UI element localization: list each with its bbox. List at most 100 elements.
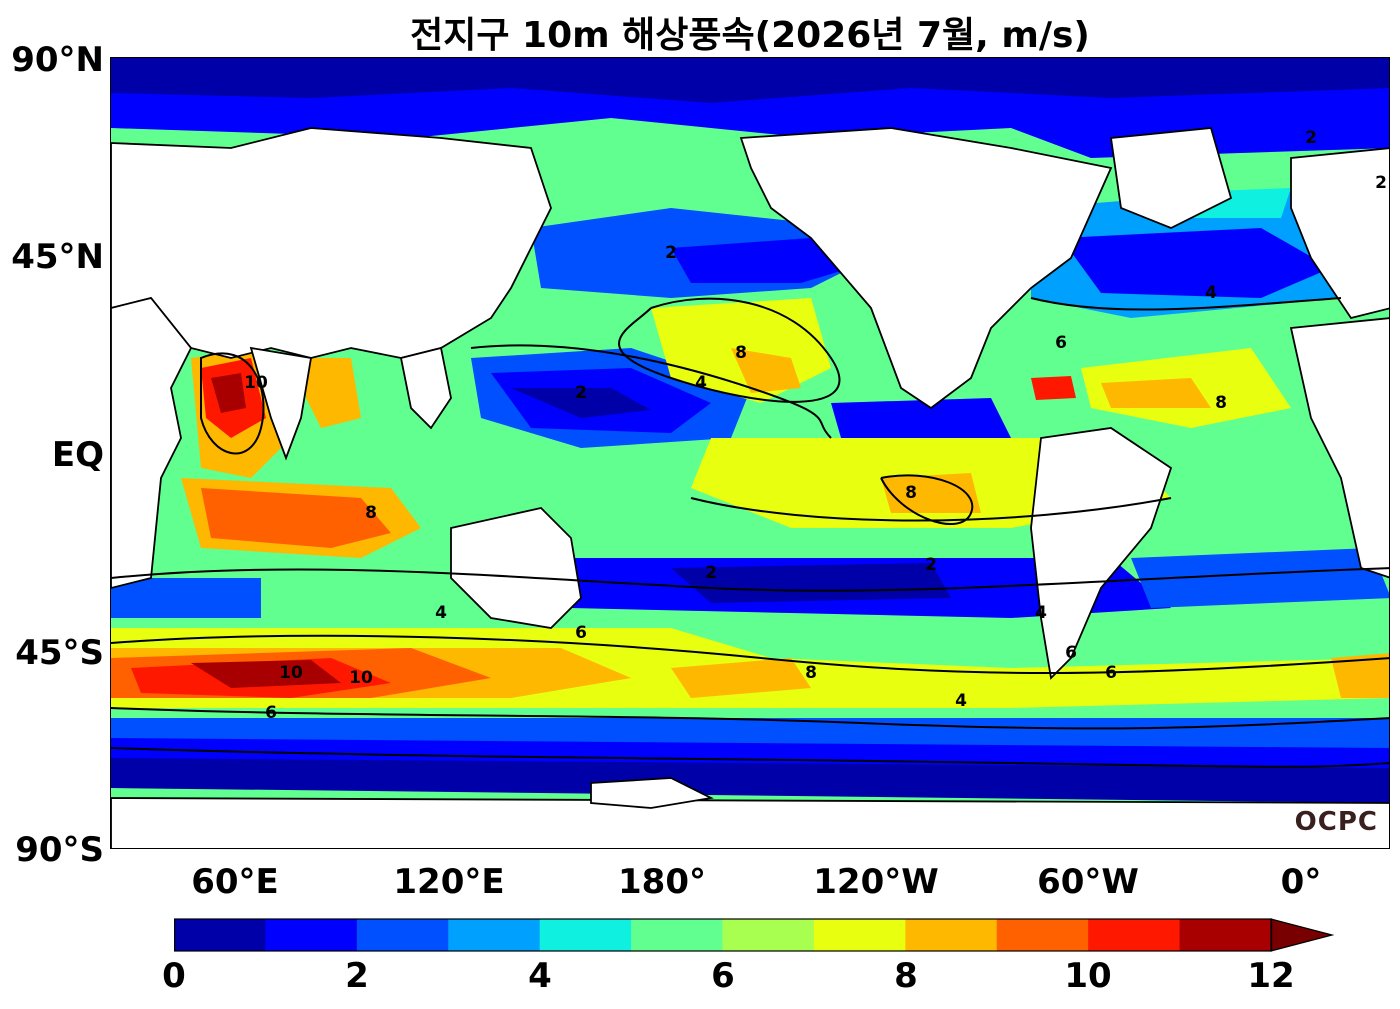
wind-band bbox=[1131, 548, 1389, 608]
contour-label: 2 bbox=[925, 555, 937, 575]
land-mass bbox=[1289, 317, 1389, 579]
contour-label: 4 bbox=[435, 603, 447, 623]
colorbar-segment bbox=[722, 919, 815, 951]
contour-label: 6 bbox=[1065, 643, 1077, 663]
wind-band bbox=[511, 388, 651, 418]
land-mass bbox=[1030, 427, 1173, 680]
wind-band bbox=[211, 373, 246, 413]
lon-label-60w: 60°W bbox=[1037, 862, 1139, 902]
colorbar-segment bbox=[631, 919, 723, 951]
wind-band bbox=[111, 758, 1389, 803]
lon-label-120w: 120°W bbox=[813, 862, 939, 902]
colorbar bbox=[174, 918, 1334, 952]
contour-line bbox=[111, 707, 1389, 730]
land-mass bbox=[590, 777, 714, 809]
wind-band bbox=[111, 578, 261, 618]
wind-band bbox=[671, 238, 851, 283]
contour-label: 8 bbox=[905, 483, 917, 503]
land-mass bbox=[111, 296, 193, 589]
colorbar-extend-arrow bbox=[1270, 918, 1334, 952]
lon-label-120e: 120°E bbox=[393, 862, 505, 902]
contour-label: 2 bbox=[705, 563, 717, 583]
contour-label: 10 bbox=[349, 668, 373, 688]
contour-label: 6 bbox=[575, 623, 587, 643]
colorbar-segment bbox=[1088, 919, 1181, 951]
contour-line bbox=[690, 497, 1172, 522]
contour-line bbox=[200, 352, 265, 455]
wind-band bbox=[1031, 376, 1076, 400]
contour-label: 4 bbox=[1035, 603, 1047, 623]
wind-band bbox=[671, 658, 811, 698]
ocpc-logo: OCPC bbox=[1294, 807, 1378, 837]
contour-label: 6 bbox=[1105, 663, 1117, 683]
lon-label-0: 0° bbox=[1280, 862, 1322, 902]
lon-label-180: 180° bbox=[618, 862, 706, 902]
colorbar-tick-10: 10 bbox=[1064, 956, 1112, 996]
contour-line bbox=[1030, 297, 1342, 311]
colorbar-border bbox=[174, 918, 1273, 952]
contour-label: 10 bbox=[244, 373, 268, 393]
lat-label-45n: 45°N bbox=[11, 237, 104, 277]
contour-label: 6 bbox=[265, 703, 277, 723]
contour-label: 2 bbox=[1305, 128, 1317, 148]
lat-label-eq: EQ bbox=[51, 435, 104, 475]
wind-band bbox=[201, 488, 391, 548]
contour-label: 4 bbox=[695, 373, 707, 393]
lat-label-90s: 90°S bbox=[15, 830, 104, 870]
contour-line bbox=[111, 747, 1389, 768]
colorbar-tick-0: 0 bbox=[162, 956, 186, 996]
wind-band bbox=[306, 358, 361, 428]
contour-label: 2 bbox=[665, 243, 677, 263]
contour-label: 8 bbox=[805, 663, 817, 683]
wind-band bbox=[1331, 653, 1389, 698]
contour-line bbox=[880, 474, 974, 525]
land-mass bbox=[450, 507, 582, 629]
colorbar-segment bbox=[905, 919, 998, 951]
contour-label: 8 bbox=[365, 503, 377, 523]
land-mass bbox=[249, 346, 313, 461]
colorbar-segment bbox=[265, 919, 358, 951]
colorbar-segment bbox=[174, 919, 266, 951]
contour-label: 8 bbox=[735, 343, 747, 363]
contour-line bbox=[618, 297, 841, 403]
land-mass bbox=[399, 346, 452, 430]
wind-band bbox=[191, 660, 341, 688]
contour-label: 6 bbox=[1055, 333, 1067, 353]
wind-band bbox=[731, 348, 801, 393]
contour-label: 4 bbox=[1205, 283, 1217, 303]
map-title: 전지구 10m 해상풍속(2026년 7월, m/s) bbox=[410, 15, 1090, 56]
contour-label: 8 bbox=[1215, 393, 1227, 413]
colorbar-segment bbox=[1179, 919, 1272, 951]
land-mass bbox=[739, 127, 1113, 410]
lat-label-90n: 90°N bbox=[11, 40, 104, 80]
colorbar-segment bbox=[996, 919, 1089, 951]
wind-speed-map: 2 2 2 2 2 2 4 4 4 4 4 6 6 6 6 6 8 8 8 8 8 10 10 10 bbox=[110, 57, 1390, 849]
colorbar-tick-8: 8 bbox=[894, 956, 918, 996]
contour-line bbox=[111, 634, 1389, 674]
colorbar-segment bbox=[539, 919, 632, 951]
wind-band bbox=[1101, 378, 1211, 408]
contour-label: 2 bbox=[1375, 173, 1387, 193]
colorbar-segment bbox=[448, 919, 541, 951]
colorbar-segment bbox=[356, 919, 449, 951]
contour-label: 2 bbox=[575, 383, 587, 403]
contour-line bbox=[470, 344, 832, 439]
contour-line bbox=[111, 567, 1389, 592]
wind-band bbox=[111, 58, 1389, 103]
contour-label: 4 bbox=[955, 691, 967, 711]
wind-band bbox=[881, 473, 981, 513]
colorbar-tick-6: 6 bbox=[711, 956, 735, 996]
colorbar-segment bbox=[813, 919, 906, 951]
wind-band bbox=[671, 563, 951, 603]
land-mass bbox=[1109, 127, 1233, 229]
colorbar-tick-12: 12 bbox=[1247, 956, 1295, 996]
lat-label-45s: 45°S bbox=[15, 633, 104, 673]
land-mass bbox=[111, 797, 1389, 848]
lon-label-60e: 60°E bbox=[191, 862, 279, 902]
colorbar-tick-2: 2 bbox=[345, 956, 369, 996]
wind-band bbox=[1061, 228, 1331, 298]
land-mass bbox=[1290, 147, 1389, 320]
colorbar-tick-4: 4 bbox=[528, 956, 552, 996]
contour-label: 10 bbox=[279, 663, 303, 683]
